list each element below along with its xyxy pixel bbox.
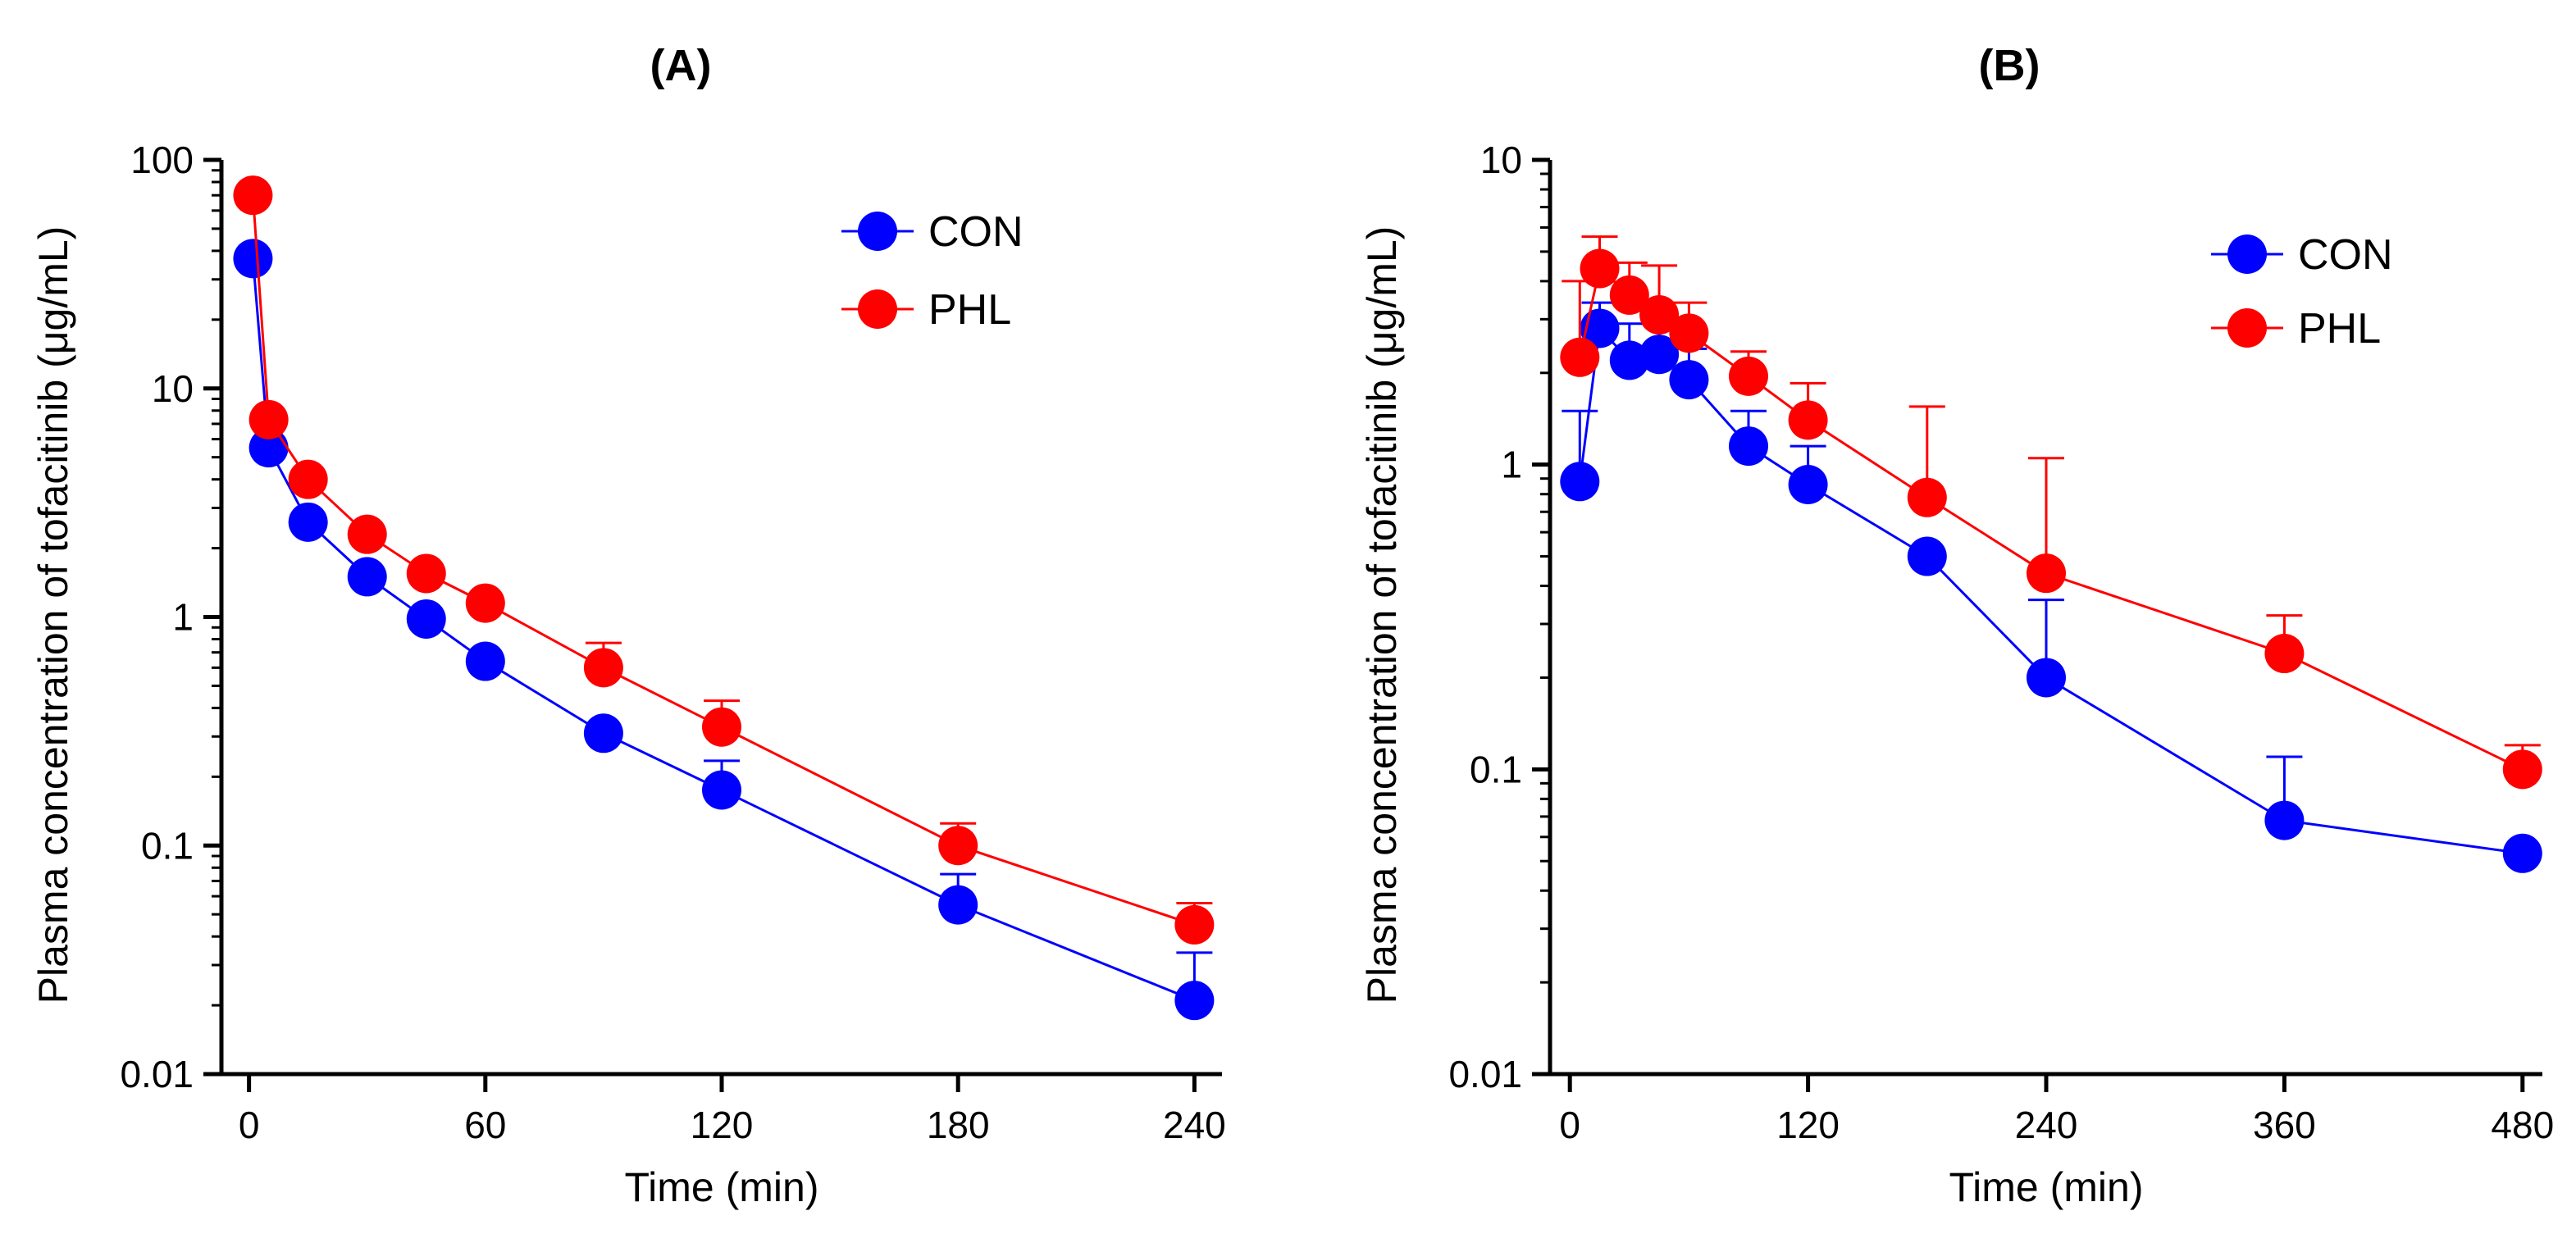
data-point: [288, 459, 328, 499]
data-point: [1174, 904, 1215, 945]
y-axis-title: Plasma concentration of tofacitinib (μg/…: [30, 226, 76, 1004]
data-point: [2027, 658, 2066, 698]
data-point: [347, 514, 387, 554]
y-tick-label: 10: [1480, 139, 1522, 181]
legend-marker: [858, 289, 897, 329]
x-tick-label: 480: [2491, 1104, 2554, 1146]
data-point: [1580, 248, 1620, 289]
x-tick-label: 240: [1163, 1104, 1226, 1146]
x-tick-label: 120: [691, 1104, 754, 1146]
y-tick-label: 0.1: [141, 824, 194, 867]
data-point: [1788, 465, 1828, 505]
data-point: [233, 175, 273, 216]
data-point: [465, 583, 505, 623]
x-tick-label: 60: [464, 1104, 506, 1146]
data-point: [406, 553, 446, 594]
data-point: [583, 713, 623, 754]
x-axis-title: Time (min): [624, 1164, 818, 1210]
data-point: [1907, 536, 1947, 576]
legend-item-phl: PHL: [2211, 305, 2381, 353]
data-point: [1907, 477, 1947, 517]
data-point: [1560, 337, 1600, 377]
data-point: [702, 707, 741, 747]
x-tick-label: 240: [2015, 1104, 2078, 1146]
data-point: [938, 885, 978, 925]
data-point: [1639, 335, 1680, 375]
x-axis-title: Time (min): [1949, 1164, 2143, 1210]
data-point: [2264, 634, 2305, 674]
x-tick-label: 120: [1776, 1104, 1840, 1146]
y-tick-label: 100: [130, 139, 194, 181]
legend-item-con: CON: [2211, 231, 2393, 279]
data-point: [1669, 313, 1709, 353]
y-tick-label: 10: [152, 367, 194, 410]
series-phl: [1560, 235, 2542, 790]
data-point: [2502, 749, 2542, 790]
data-point: [2502, 833, 2542, 873]
legend-label: PHL: [2298, 305, 2381, 353]
data-point: [1580, 308, 1620, 348]
series-con: [1560, 301, 2542, 873]
y-tick-label: 0.01: [120, 1053, 194, 1095]
x-tick-label: 360: [2253, 1104, 2316, 1146]
data-point: [1560, 462, 1600, 502]
legend-label: CON: [2298, 231, 2393, 279]
series-con: [233, 239, 1215, 1021]
y-tick-label: 1: [172, 596, 194, 639]
y-tick-label: 0.1: [1470, 748, 1522, 790]
data-point: [1609, 340, 1649, 380]
legend-item-phl: PHL: [841, 286, 1011, 334]
legend-label: CON: [928, 208, 1024, 256]
data-point: [1729, 426, 1768, 467]
data-point: [702, 770, 741, 810]
panel-a: (A) 0.01 0.1 1 10 100 0 60 120 180 240 Time (min) Pl…: [30, 41, 1226, 1210]
series-phl: [233, 175, 1215, 945]
x-tick-label: 180: [927, 1104, 990, 1146]
data-point: [1729, 356, 1768, 396]
data-point: [1609, 275, 1649, 315]
data-point: [1788, 400, 1828, 440]
legend-marker: [858, 212, 897, 251]
data-point: [2027, 553, 2066, 594]
data-point: [2264, 800, 2305, 840]
legend-marker: [2227, 234, 2267, 274]
data-point: [1639, 295, 1680, 335]
y-tick-label: 1: [1501, 444, 1522, 486]
legend-item-con: CON: [841, 208, 1024, 256]
series-line: [251, 195, 1195, 927]
data-point: [1669, 360, 1709, 400]
legend-label: PHL: [928, 286, 1011, 334]
panel-title: (B): [1979, 41, 2040, 90]
data-point: [248, 428, 289, 468]
data-point: [248, 399, 289, 439]
data-point: [347, 557, 387, 597]
x-tick-label: 0: [239, 1104, 260, 1146]
data-point: [406, 599, 446, 639]
data-point: [465, 641, 505, 681]
x-tick-label: 0: [1559, 1104, 1580, 1146]
legend-marker: [2227, 308, 2267, 348]
data-point: [1174, 981, 1215, 1021]
data-point: [288, 502, 328, 542]
series-line: [251, 258, 1195, 1002]
data-point: [233, 239, 273, 279]
panel-title: (A): [650, 41, 712, 90]
data-point: [938, 826, 978, 866]
y-axis-title: Plasma concentration of tofacitinib (μg/…: [1359, 226, 1405, 1004]
y-tick-label: 0.01: [1448, 1053, 1522, 1095]
panel-b: (B) 0.01 0.1 1 10 0 120 240 360 480 Time (min) Plas…: [1359, 41, 2554, 1210]
data-point: [583, 648, 623, 688]
